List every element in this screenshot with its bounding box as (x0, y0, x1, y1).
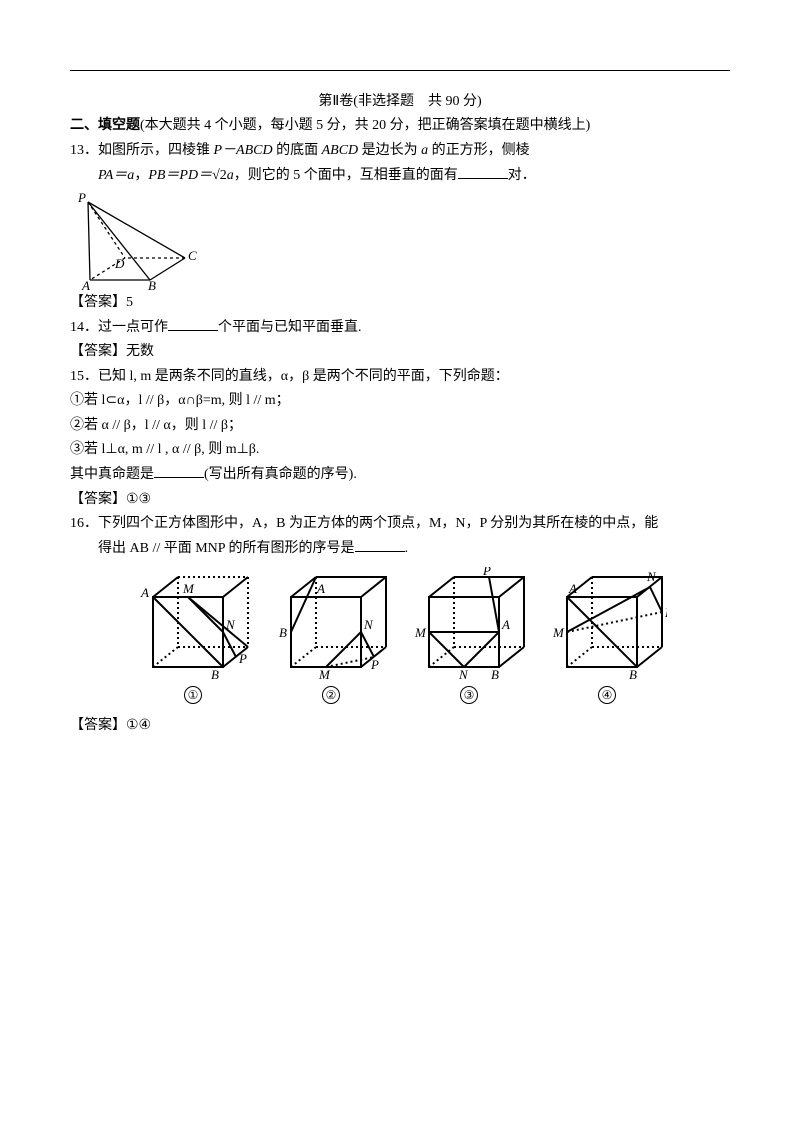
svg-text:N: N (646, 569, 657, 584)
q15-intro: 15．已知 l, m 是两条不同的直线，α，β 是两个不同的平面，下列命题： (70, 366, 730, 388)
circ-3: ③ (460, 686, 478, 704)
label-P: P (77, 190, 86, 205)
label-A: A (81, 278, 90, 290)
circ-2: ② (322, 686, 340, 704)
q14-num: 14． (70, 320, 98, 335)
q13-figure: P A B C D (70, 190, 220, 290)
cube-3: A B M N P ③ (409, 567, 529, 707)
svg-text:B: B (211, 667, 219, 682)
svg-text:M: M (552, 625, 565, 640)
cube-2: A B M N P ② (271, 567, 391, 707)
q15-tail: 其中真命题是(写出所有真命题的序号). (70, 463, 730, 486)
svg-text:M: M (318, 667, 331, 682)
q14-answer: 【答案】无数 (70, 341, 730, 363)
q16-num: 16． (70, 516, 98, 531)
cube-4: A B M N P ④ (547, 567, 667, 707)
q13-num: 13． (70, 143, 98, 158)
q16-blank (355, 537, 405, 552)
q16-line2: 得出 AB // 平面 MNP 的所有图形的序号是. (70, 537, 730, 560)
circ-4: ④ (598, 686, 616, 704)
q13-blank (458, 164, 508, 179)
svg-text:M: M (182, 581, 195, 596)
svg-text:N: N (363, 617, 374, 632)
svg-text:P: P (238, 651, 247, 666)
q15-p3: ③若 l⊥α, m // l , α // β, 则 m⊥β. (70, 439, 730, 461)
q15-p1: ①若 l⊂α，l // β，α∩β=m, 则 l // m； (70, 390, 730, 412)
q14-blank (168, 316, 218, 331)
section-num: 二、 (70, 118, 98, 133)
q13-line2: PA＝a，PB＝PD＝√2a，则它的 5 个面中，互相垂直的面有对． (70, 164, 730, 187)
circ-1: ① (184, 686, 202, 704)
svg-text:M: M (414, 625, 427, 640)
label-D: D (114, 256, 125, 271)
svg-text:P: P (370, 657, 379, 672)
svg-text:A: A (140, 585, 149, 600)
svg-text:A: A (568, 581, 577, 596)
svg-text:A: A (501, 617, 510, 632)
q16-answer: 【答案】①④ (70, 715, 730, 737)
q13-line1: 13．如图所示，四棱锥 P－ABCD 的底面 ABCD 是边长为 a 的正方形，… (70, 140, 730, 162)
q14: 14．过一点可作个平面与已知平面垂直. (70, 316, 730, 339)
q15-p2: ②若 α // β，l // α，则 l // β； (70, 415, 730, 437)
label-C: C (188, 248, 197, 263)
q15-answer: 【答案】①③ (70, 489, 730, 511)
section-header: 二、填空题(本大题共 4 个小题，每小题 5 分，共 20 分，把正确答案填在题… (70, 115, 730, 137)
svg-text:N: N (458, 667, 469, 682)
svg-text:A: A (316, 581, 325, 596)
q15-num: 15． (70, 369, 98, 384)
volume-title: 第Ⅱ卷(非选择题 共 90 分) (70, 91, 730, 113)
section-name: 填空题 (98, 118, 140, 133)
svg-text:B: B (629, 667, 637, 682)
q13-answer: 【答案】5 (70, 292, 730, 314)
svg-text:B: B (279, 625, 287, 640)
cube-1: A B M N P ① (133, 567, 253, 707)
label-B: B (148, 278, 156, 290)
svg-text:P: P (664, 605, 667, 620)
q16-line1: 16．下列四个正方体图形中，A，B 为正方体的两个顶点，M，N，P 分别为其所在… (70, 513, 730, 535)
svg-text:N: N (225, 617, 236, 632)
section-desc: (本大题共 4 个小题，每小题 5 分，共 20 分，把正确答案填在题中横线上) (140, 118, 590, 133)
q15-blank (154, 463, 204, 478)
svg-text:P: P (482, 567, 491, 578)
q16-figures: A B M N P ① (70, 567, 730, 707)
svg-text:B: B (491, 667, 499, 682)
